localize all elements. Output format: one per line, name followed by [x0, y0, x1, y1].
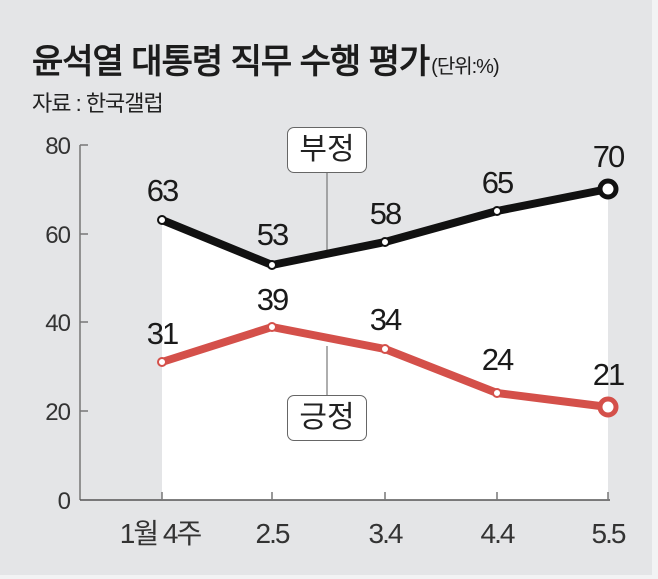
- x-tick-3-4: 3.4: [369, 518, 403, 549]
- y-ticks: [80, 144, 88, 412]
- x-tick-jan-w4: 1월 4주: [120, 518, 202, 549]
- source-label: 자료 : 한국갤럽: [32, 91, 164, 116]
- y-tick-40: 40: [45, 310, 70, 337]
- legend-negative: 부정: [287, 127, 367, 173]
- chart-title-text: 윤석열 대통령 직무 수행 평가: [32, 43, 430, 81]
- unit-label: (단위:%): [431, 56, 499, 78]
- y-tick-20: 20: [45, 399, 70, 426]
- negative-markers: [157, 206, 502, 270]
- legend-positive: 긍정: [287, 395, 367, 441]
- y-tick-60: 60: [45, 222, 70, 249]
- positive-value-label: 24: [482, 342, 514, 377]
- positive-end-marker: [597, 396, 619, 418]
- x-ticks: [161, 492, 609, 500]
- positive-value-label: 34: [370, 302, 402, 337]
- positive-markers: [157, 322, 502, 398]
- positive-value-label: 39: [257, 282, 288, 317]
- negative-value-label: 65: [482, 165, 513, 200]
- y-tick-80: 80: [45, 133, 70, 160]
- negative-value-label: 53: [257, 217, 288, 252]
- negative-value-label: 58: [370, 196, 401, 231]
- x-tick-2-5: 2.5: [256, 518, 290, 549]
- positive-value-label: 31: [147, 316, 178, 351]
- x-tick-4-4: 4.4: [481, 518, 515, 549]
- negative-value-label: 70: [593, 139, 625, 174]
- chart-title: 윤석열 대통령 직무 수행 평가 (단위:%): [32, 34, 500, 83]
- x-tick-5-5: 5.5: [592, 518, 626, 549]
- negative-end-marker: [597, 178, 619, 200]
- negative-value-label: 63: [147, 173, 178, 208]
- y-tick-0: 0: [58, 488, 71, 515]
- positive-value-label: 21: [593, 357, 624, 392]
